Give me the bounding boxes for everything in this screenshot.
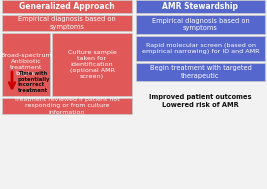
Text: Broad-spectrum
Antibiotic
treatment
begins: Broad-spectrum Antibiotic treatment begi… bbox=[0, 53, 52, 76]
Text: Improved patient outcomes
Lowered risk of AMR: Improved patient outcomes Lowered risk o… bbox=[149, 94, 252, 108]
Bar bbox=[2, 33, 50, 96]
Text: Treatment reviewed if patient not
responding or from culture
information: Treatment reviewed if patient not respon… bbox=[14, 98, 120, 115]
Text: Empirical diagnosis based on
symptoms: Empirical diagnosis based on symptoms bbox=[18, 16, 116, 30]
Text: Empirical diagnosis based on
symptoms: Empirical diagnosis based on symptoms bbox=[152, 18, 249, 31]
Bar bbox=[2, 0, 132, 13]
Bar bbox=[2, 98, 132, 114]
Text: Begin treatment with targeted
therapeutic: Begin treatment with targeted therapeuti… bbox=[150, 65, 252, 79]
Text: Generalized Approach: Generalized Approach bbox=[19, 2, 115, 11]
Bar bbox=[136, 63, 265, 81]
Text: Rapid molecular screen (based on
empirical narrowing) for ID and AMR: Rapid molecular screen (based on empiric… bbox=[142, 43, 259, 54]
Text: Time with
potentially
incorrect
treatment: Time with potentially incorrect treatmen… bbox=[18, 71, 50, 93]
Bar bbox=[2, 15, 132, 31]
Bar bbox=[52, 33, 132, 96]
Text: AMR Stewardship: AMR Stewardship bbox=[163, 2, 238, 11]
Bar bbox=[136, 0, 265, 13]
Bar bbox=[136, 36, 265, 61]
Bar bbox=[136, 15, 265, 34]
Text: Culture sample
taken for
identification
(optional AMR
screen): Culture sample taken for identification … bbox=[68, 50, 116, 79]
